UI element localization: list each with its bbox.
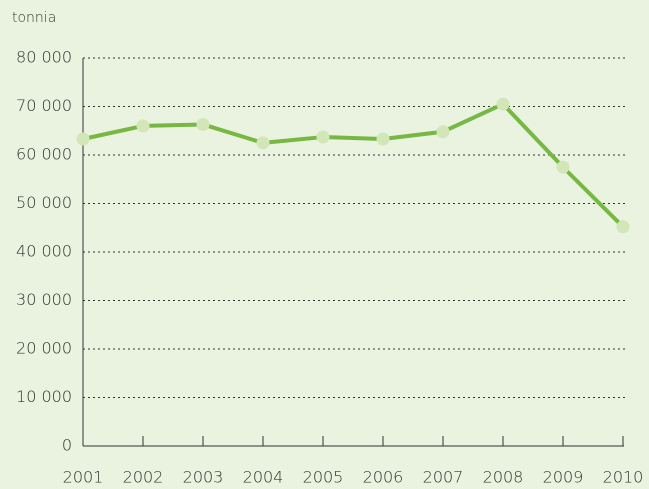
y-tick-label: 70 000 [16,96,72,115]
y-tick-label: 0 [62,436,72,455]
x-tick-label: 2008 [483,468,524,487]
marker [136,119,150,133]
y-tick-label: 80 000 [16,48,72,67]
x-tick-label: 2004 [243,468,284,487]
x-tick-label: 2003 [183,468,224,487]
marker [76,132,90,146]
marker [556,160,570,174]
x-tick-label: 2002 [123,468,164,487]
marker [256,136,270,150]
marker [616,220,630,234]
y-tick-label: 30 000 [16,290,72,309]
x-tick-label: 2005 [303,468,344,487]
marker [376,132,390,146]
y-tick-label: 10 000 [16,387,72,406]
marker [496,97,510,111]
x-tick-label: 2009 [543,468,584,487]
x-tick-label: 2006 [363,468,404,487]
marker [436,125,450,139]
y-tick-label: 50 000 [16,193,72,212]
marker [196,117,210,131]
x-tick-label: 2010 [603,468,644,487]
y-tick-label: 20 000 [16,339,72,358]
line [82,102,625,229]
y-tick-label: 40 000 [16,242,72,261]
x-tick-label: 2001 [63,468,104,487]
marker [316,130,330,144]
y-tick-label: 60 000 [16,145,72,164]
x-tick-label: 2007 [423,468,464,487]
y-axis-label: tonnia [12,10,56,26]
